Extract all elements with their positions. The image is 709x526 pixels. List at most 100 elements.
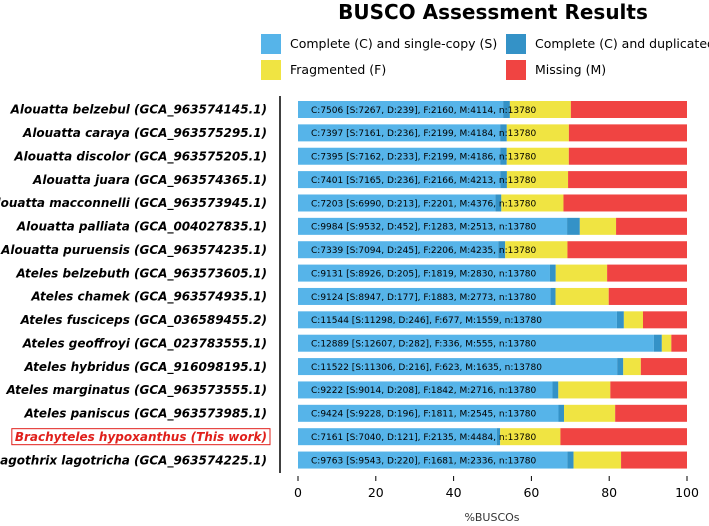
bar-segment-d — [567, 217, 580, 235]
bar-segment-m — [671, 334, 687, 352]
bar-data-label: C:9124 [S:8947, D:177], F:1883, M:2773, … — [311, 293, 537, 303]
bar-row: C:9763 [S:9543, D:220], F:1681, M:2336, … — [298, 451, 687, 469]
bar-data-label: C:7397 [S:7161, D:236], F:2199, M:4184, … — [311, 129, 537, 139]
bar-segment-s — [298, 334, 654, 352]
x-tick-label: 80 — [601, 485, 617, 500]
bar-row: C:7161 [S:7040, D:121], F:2135, M:4484, … — [298, 428, 687, 446]
x-tick-label: 20 — [368, 485, 384, 500]
bar-segment-m — [568, 124, 687, 142]
bar-row: C:11544 [S:11298, D:246], F:677, M:1559,… — [298, 311, 687, 329]
bar-row: C:7339 [S:7094, D:245], F:2206, M:4235, … — [298, 241, 687, 259]
species-label: Ateles chamek (GCA_963574935.1) — [30, 290, 267, 305]
bar-segment-d — [617, 358, 624, 376]
bar-segment-m — [560, 428, 687, 446]
bar-row: C:7397 [S:7161, D:236], F:2199, M:4184, … — [298, 124, 687, 142]
species-label: Ateles belzebuth (GCA_963573605.1) — [15, 266, 267, 281]
bar-data-label: C:11522 [S:11306, D:216], F:623, M:1635,… — [311, 363, 542, 373]
bar-segment-m — [568, 147, 687, 165]
bar-segment-f — [501, 194, 564, 212]
bar-segment-f — [506, 171, 569, 189]
bar-row: C:7395 [S:7162, D:233], F:2199, M:4186, … — [298, 147, 687, 165]
bar-segment-f — [579, 217, 617, 235]
bar-segment-m — [607, 264, 687, 282]
legend-label-s: Complete (C) and single-copy (S) — [290, 36, 497, 51]
bar-segment-f — [623, 358, 641, 376]
bar-segment-m — [642, 311, 687, 329]
chart-title: BUSCO Assessment Results — [338, 0, 648, 24]
bar-segment-d — [503, 101, 510, 118]
bar-segment-s — [298, 358, 618, 376]
bar-row: C:9984 [S:9532, D:452], F:1283, M:2513, … — [298, 217, 687, 235]
species-label: Lagothrix lagotricha (GCA_963574225.1) — [0, 453, 267, 468]
species-label: Ateles fusciceps (GCA_036589455.2) — [20, 313, 267, 328]
bar-segment-f — [661, 334, 672, 352]
species-label: Alouatta palliata (GCA_004027835.1) — [16, 220, 267, 235]
legend-label-d: Complete (C) and duplicated — [535, 36, 709, 51]
x-tick-label: 0 — [294, 485, 302, 500]
bar-row: C:9124 [S:8947, D:177], F:1883, M:2773, … — [298, 287, 687, 305]
species-label: Alouatta caraya (GCA_963575295.1) — [22, 126, 267, 141]
x-tick-label: 100 — [675, 485, 699, 500]
bar-row: C:9131 [S:8926, D:205], F:1819, M:2830, … — [298, 264, 687, 282]
highlight-box — [11, 428, 271, 446]
bar-segment-f — [500, 428, 561, 446]
bar-segment-f — [506, 124, 569, 142]
bar-row: C:7203 [S:6990, D:213], F:2201, M:4376, … — [298, 194, 687, 212]
legend-swatch-f — [261, 60, 281, 80]
bar-row: C:12889 [S:12607, D:282], F:336, M:555, … — [298, 334, 687, 352]
bar-data-label: C:9424 [S:9228, D:196], F:1811, M:2545, … — [311, 410, 537, 420]
bar-segment-f — [505, 241, 568, 259]
bar-segment-d — [498, 241, 506, 259]
x-axis-label: %BUSCOs — [464, 511, 519, 524]
bar-segment-s — [298, 147, 501, 165]
x-tick-label: 60 — [523, 485, 539, 500]
bar-segment-s — [298, 124, 501, 142]
bar-row: C:7401 [S:7165, D:236], F:2166, M:4213, … — [298, 171, 687, 189]
bar-segment-s — [298, 264, 550, 282]
bar-segment-s — [298, 404, 559, 422]
bar-segment-f — [558, 381, 611, 399]
bar-segment-s — [298, 311, 617, 329]
bar-segment-m — [616, 217, 687, 235]
bar-segment-m — [610, 381, 687, 399]
species-label: Alouatta belzebul (GCA_963574145.1) — [10, 103, 267, 118]
species-label: Ateles marginatus (GCA_963573555.1) — [5, 383, 267, 398]
bar-segment-m — [568, 171, 687, 189]
bar-segment-d — [500, 171, 507, 189]
bar-data-label: C:9763 [S:9543, D:220], F:1681, M:2336, … — [311, 456, 537, 466]
bar-data-label: C:7339 [S:7094, D:245], F:2206, M:4235, … — [311, 246, 537, 256]
bar-segment-d — [616, 311, 624, 329]
bar-segment-d — [567, 451, 574, 469]
bar-segment-f — [509, 101, 571, 118]
bar-segment-d — [495, 194, 502, 212]
bar-segment-m — [563, 194, 687, 212]
legend-swatch-d — [506, 34, 526, 54]
bar-segment-d — [653, 334, 662, 352]
bar-row: C:9424 [S:9228, D:196], F:1811, M:2545, … — [298, 404, 687, 422]
bar-segment-d — [552, 381, 559, 399]
bar-segment-d — [496, 428, 501, 446]
bar-row: C:7506 [S:7267, D:239], F:2160, M:4114, … — [298, 101, 687, 118]
bar-segment-s — [298, 287, 551, 305]
bar-data-label: C:7401 [S:7165, D:236], F:2166, M:4213, … — [311, 176, 537, 186]
species-label: Ateles paniscus (GCA_963573985.1) — [23, 407, 267, 422]
legend-swatch-m — [506, 60, 526, 80]
legend: Complete (C) and single-copy (S) Complete… — [261, 34, 709, 80]
bar-row: C:11522 [S:11306, D:216], F:623, M:1635,… — [298, 358, 687, 376]
bar-data-label: C:7506 [S:7267, D:239], F:2160, M:4114, … — [311, 106, 537, 116]
bar-segment-f — [555, 287, 609, 305]
species-label: Ateles hybridus (GCA_916098195.1) — [24, 360, 267, 375]
bar-segment-m — [608, 287, 687, 305]
legend-label-m: Missing (M) — [535, 62, 606, 77]
species-label: Ateles geoffroyi (GCA_023783555.1) — [22, 336, 267, 351]
bar-data-label: C:9131 [S:8926, D:205], F:1819, M:2830, … — [311, 269, 537, 279]
bar-segment-d — [549, 264, 556, 282]
bar-data-label: C:12889 [S:12607, D:282], F:336, M:555, … — [311, 340, 537, 350]
bar-segment-m — [567, 241, 687, 259]
bar-segment-m — [621, 451, 687, 469]
species-label: Alouatta juara (GCA_963574365.1) — [32, 173, 267, 188]
legend-label-f: Fragmented (F) — [290, 62, 386, 77]
bar-segment-d — [500, 147, 507, 165]
bar-data-label: C:9984 [S:9532, D:452], F:1283, M:2513, … — [311, 223, 537, 233]
bar-data-label: C:11544 [S:11298, D:246], F:677, M:1559,… — [311, 316, 542, 326]
